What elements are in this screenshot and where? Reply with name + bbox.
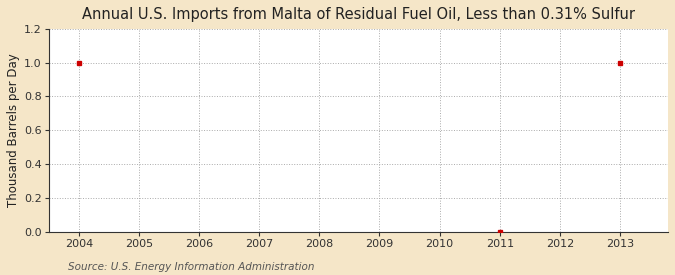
Title: Annual U.S. Imports from Malta of Residual Fuel Oil, Less than 0.31% Sulfur: Annual U.S. Imports from Malta of Residu… — [82, 7, 635, 22]
Text: Source: U.S. Energy Information Administration: Source: U.S. Energy Information Administ… — [68, 262, 314, 272]
Y-axis label: Thousand Barrels per Day: Thousand Barrels per Day — [7, 53, 20, 207]
